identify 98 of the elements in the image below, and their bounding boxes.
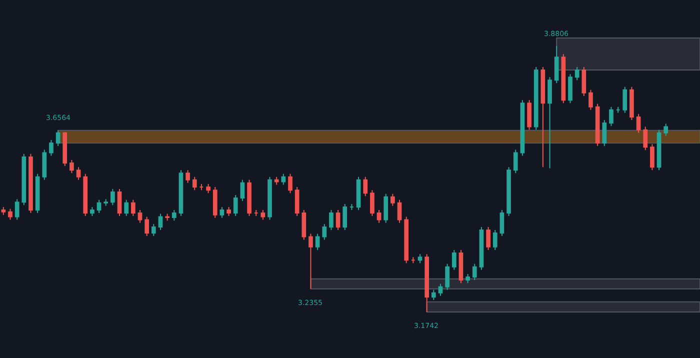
candlestick [206, 184, 210, 194]
candlestick [356, 176, 361, 211]
candlestick [350, 204, 354, 211]
candlestick [588, 89, 593, 110]
candlestick [35, 173, 40, 214]
candlestick [582, 66, 586, 96]
candlestick [622, 86, 628, 114]
candlestick [288, 173, 292, 194]
candlestick [226, 206, 231, 217]
candlestick [274, 176, 279, 186]
candlestick [520, 100, 525, 156]
candlestick [602, 120, 607, 147]
candlestick [268, 176, 272, 220]
candlestick [240, 179, 245, 202]
candlestick [363, 176, 368, 197]
candlestick [527, 100, 532, 130]
candlestick [322, 223, 327, 240]
candlestick [384, 193, 388, 224]
candlestick [554, 46, 559, 84]
candlestick [438, 283, 443, 296]
candlestick [192, 176, 197, 191]
candlestick [308, 233, 313, 290]
candlestick [281, 173, 286, 186]
candlestick [186, 170, 190, 184]
candlestick [472, 263, 477, 281]
candlestick [49, 139, 54, 156]
candlestick [302, 210, 306, 240]
candlestick [83, 173, 88, 217]
candlestick [390, 193, 395, 206]
candlestick [630, 86, 634, 121]
candlestick [664, 123, 668, 136]
candlestick [90, 206, 94, 217]
candlestick [540, 66, 546, 168]
candlestick [656, 129, 662, 171]
candlestick [609, 106, 614, 127]
candlestick [260, 210, 266, 220]
candlestick [431, 289, 436, 301]
candlestick [131, 199, 136, 217]
candlestick [158, 213, 163, 230]
candlestick [492, 229, 498, 250]
candlestick [110, 188, 115, 206]
candlestick [14, 198, 20, 220]
candlestick [342, 204, 348, 230]
candlestick [534, 66, 538, 130]
candlestick [370, 190, 374, 217]
candlestick [500, 210, 504, 237]
candlestick [376, 210, 382, 224]
candlestick [199, 184, 204, 191]
candlestick [329, 210, 334, 230]
candlestick [616, 106, 620, 114]
candlestick [42, 149, 47, 180]
candlestick [254, 210, 258, 217]
candlestick [643, 126, 648, 151]
candlestick [506, 166, 511, 217]
candlestick [247, 179, 252, 217]
candlestick [62, 132, 68, 166]
candlestick [28, 153, 33, 214]
candlestick [294, 186, 300, 217]
candlestick [70, 159, 74, 174]
candlestick [178, 170, 184, 217]
candlestick [574, 66, 580, 81]
candlestick [117, 188, 122, 217]
candlestick [424, 254, 429, 312]
candlestick [445, 263, 450, 290]
candlestick [466, 274, 470, 284]
candlestick [561, 54, 566, 104]
candlestick [212, 186, 218, 218]
candlestick [650, 144, 654, 171]
candlestick [172, 210, 176, 222]
candlestick [151, 223, 156, 237]
candlestick [315, 233, 320, 250]
candlestick [397, 199, 402, 224]
candlestick [76, 166, 81, 180]
candlestick [458, 249, 464, 284]
candlestick [165, 213, 170, 222]
candlestick [124, 199, 129, 217]
candlestick [595, 103, 600, 147]
candlestick [220, 206, 224, 218]
candlestick [452, 249, 456, 270]
candlestick [22, 153, 26, 206]
candlestick [1, 206, 6, 216]
candlestick [8, 208, 12, 220]
candlestick [418, 254, 422, 264]
candlestick [513, 149, 518, 174]
candlestick [568, 74, 572, 104]
candlestick [56, 130, 60, 147]
candlestick [548, 76, 552, 169]
candlestick [636, 114, 641, 134]
candlestick [144, 216, 149, 237]
candlestick [138, 210, 142, 224]
candlestick [104, 198, 108, 206]
candlestick [486, 226, 490, 250]
candlestick [233, 194, 238, 217]
candlestick [336, 210, 340, 230]
candlestick [404, 216, 409, 264]
candlestick [411, 256, 416, 264]
candlestick [479, 226, 484, 270]
candlestick [96, 199, 102, 214]
